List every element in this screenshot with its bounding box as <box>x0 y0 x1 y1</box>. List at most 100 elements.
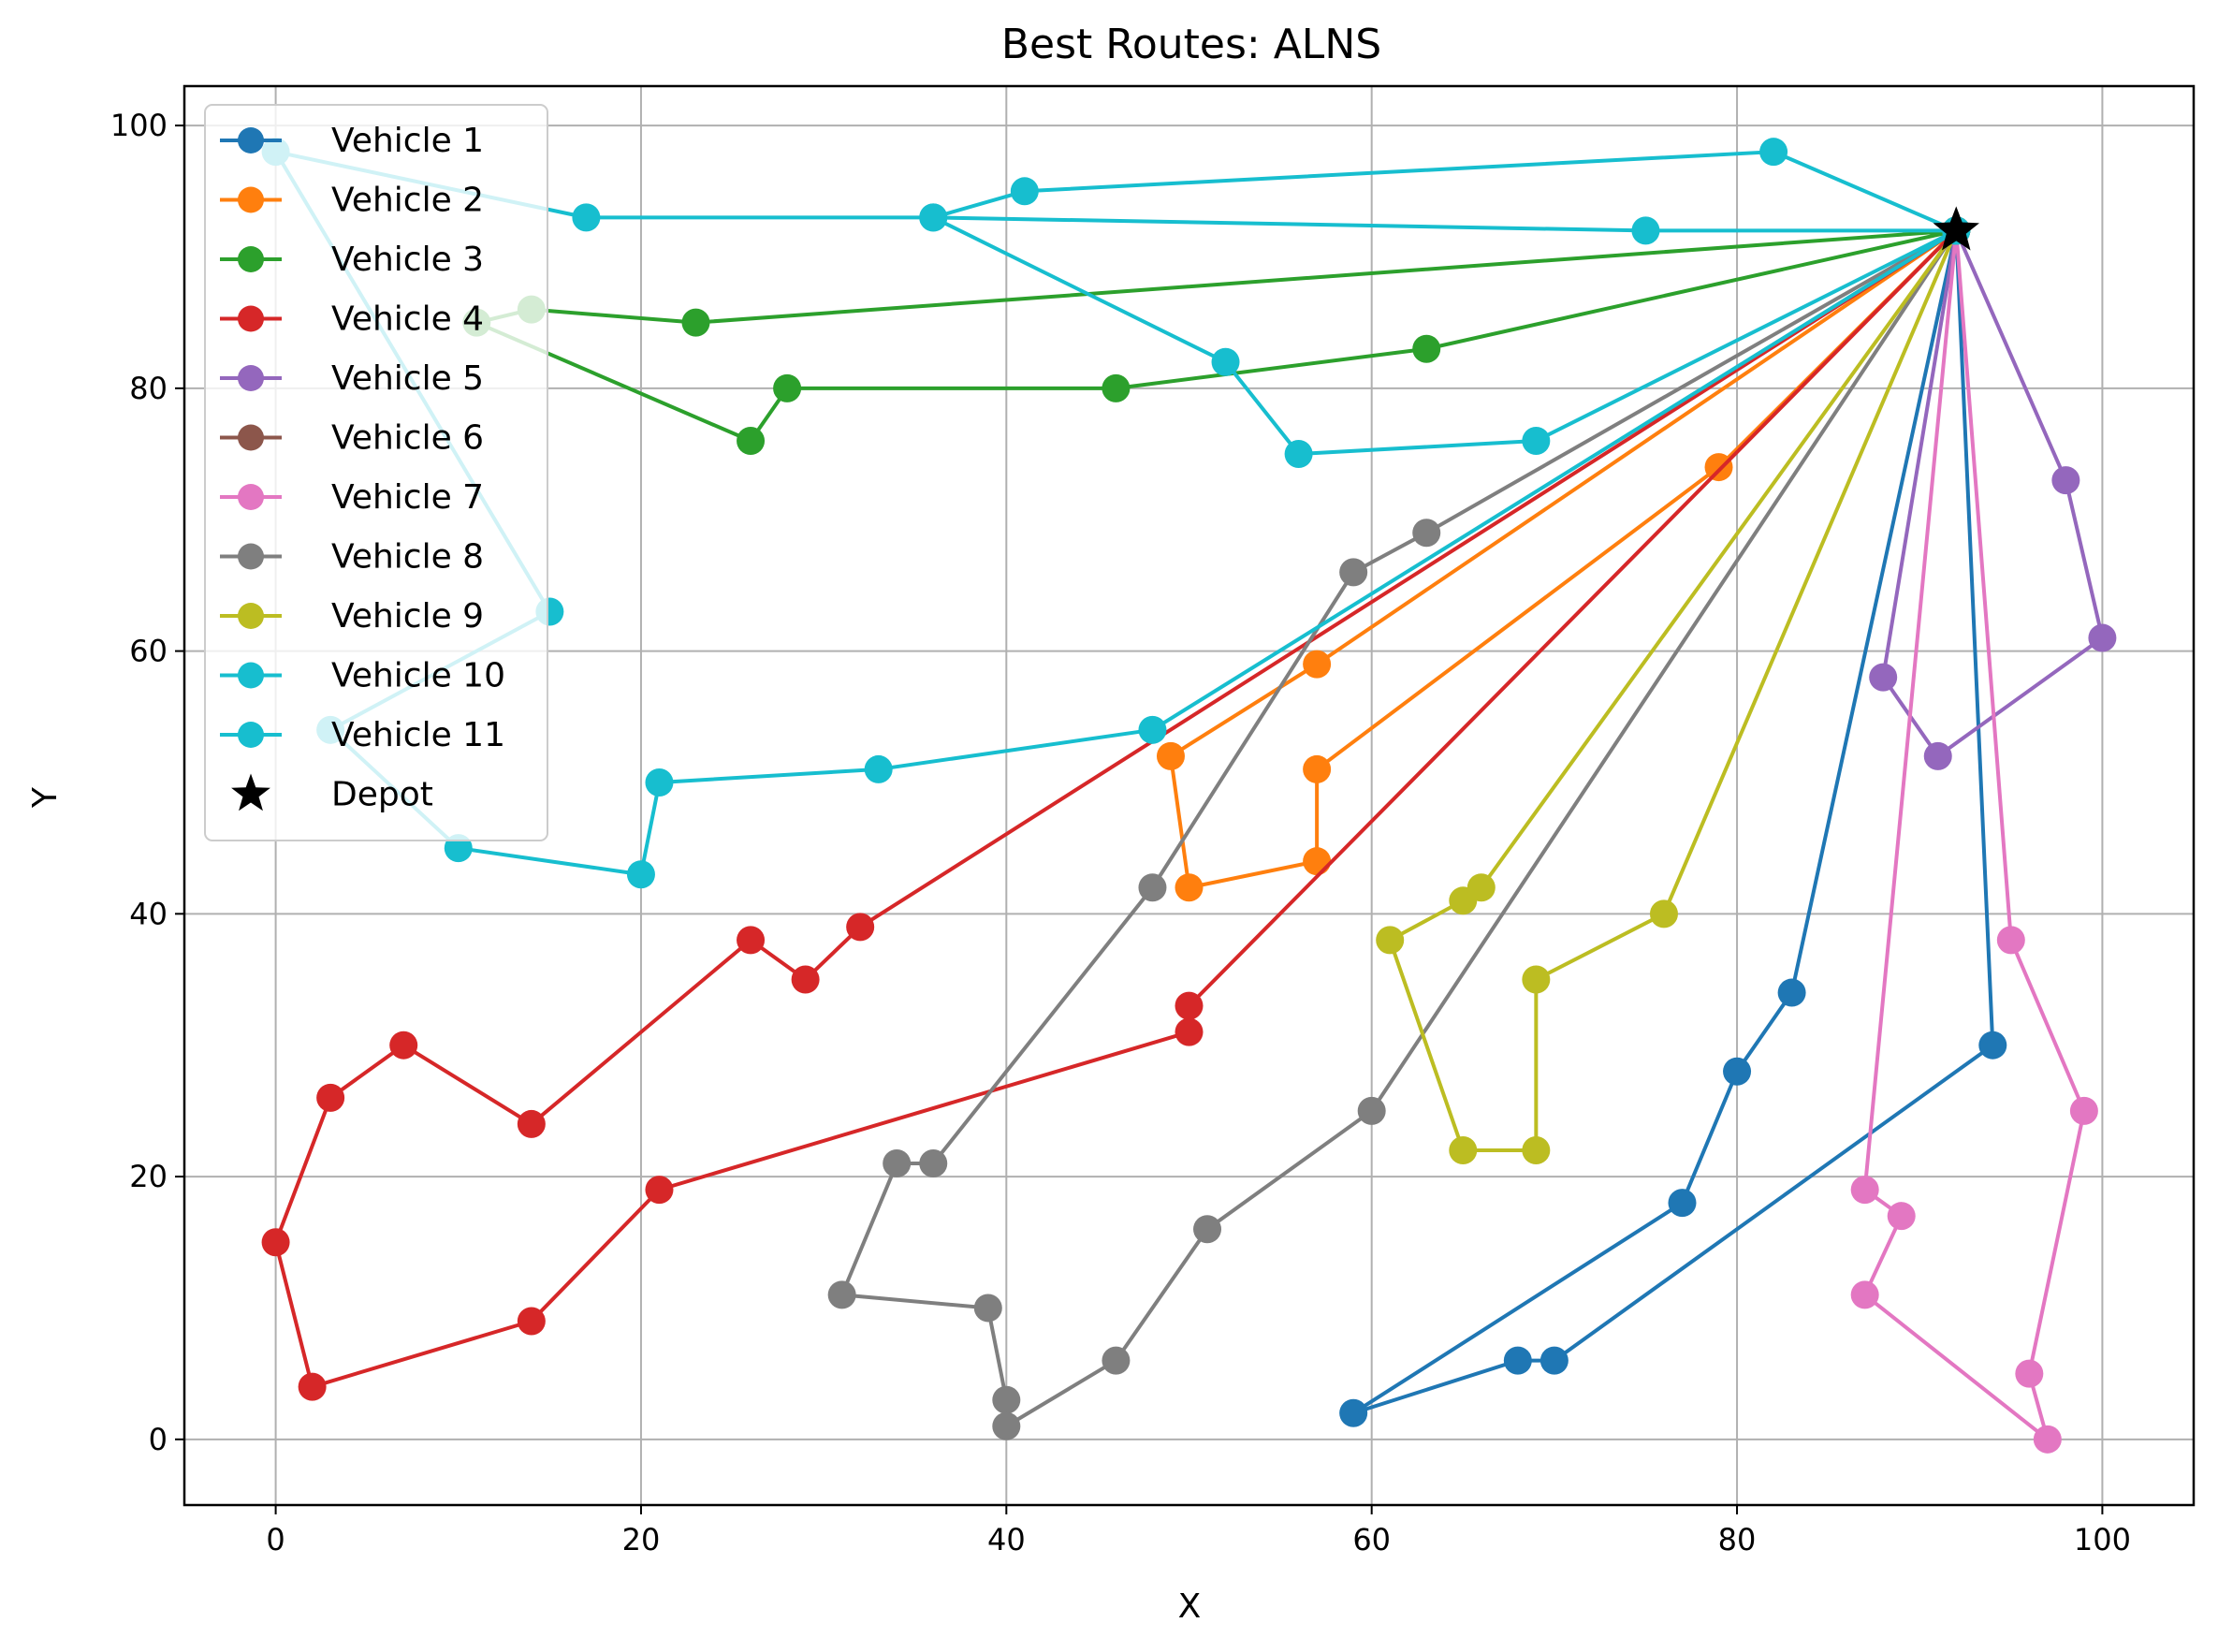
y-axis-label: Y <box>26 786 65 809</box>
y-tick-label: 100 <box>110 108 168 143</box>
route-point <box>1175 1017 1204 1046</box>
depot-markers <box>1933 206 1979 251</box>
legend-label: Vehicle 7 <box>331 478 484 517</box>
route-point <box>1303 754 1332 783</box>
route-line <box>1168 228 1958 890</box>
y-tick-label: 20 <box>129 1159 168 1194</box>
legend-label: Vehicle 1 <box>331 122 484 160</box>
legend-star-icon <box>231 773 270 811</box>
route-point <box>1723 1057 1752 1086</box>
legend-label: Vehicle 11 <box>331 716 505 754</box>
route-point <box>1539 1346 1569 1375</box>
route-point <box>919 203 948 232</box>
x-tick-label: 100 <box>2074 1522 2131 1557</box>
legend-marker <box>238 186 264 213</box>
route-point <box>883 1149 912 1178</box>
route-point <box>992 1385 1021 1414</box>
route-point <box>864 754 893 783</box>
legend-label: Depot <box>331 776 433 814</box>
route-point <box>1449 1136 1478 1164</box>
route-point <box>1376 926 1405 955</box>
route-point <box>1156 741 1185 770</box>
route-point <box>1339 558 1368 587</box>
route-point <box>1978 1031 2007 1060</box>
route-point <box>316 1083 345 1112</box>
legend-marker <box>238 365 264 391</box>
legend-entry-vehicle-11: Vehicle 11 <box>220 716 505 754</box>
x-tick-label: 40 <box>987 1522 1026 1557</box>
legend-entry-vehicle-7: Vehicle 7 <box>220 478 484 517</box>
route-point <box>517 1307 546 1336</box>
x-axis-label: X <box>1178 1587 1202 1626</box>
legend-marker <box>238 543 264 570</box>
legend-marker <box>238 127 264 154</box>
route-point <box>1777 978 1806 1007</box>
route-point <box>827 1280 856 1309</box>
route-point <box>1869 663 1898 692</box>
route-point <box>1996 926 2025 955</box>
route-line <box>931 150 1958 457</box>
y-tick-label: 60 <box>129 634 168 669</box>
route-point <box>389 1031 418 1060</box>
legend-marker <box>238 484 264 510</box>
route-point <box>1102 1346 1131 1375</box>
x-tick-label: 60 <box>1352 1522 1391 1557</box>
route-point <box>973 1294 1002 1323</box>
route-point <box>1522 427 1551 455</box>
route-point <box>1138 715 1167 744</box>
legend-entry-vehicle-3: Vehicle 3 <box>220 241 484 279</box>
route-point <box>1175 991 1204 1020</box>
route-point <box>919 1149 948 1178</box>
route-point <box>1211 347 1240 376</box>
axis-ticks: 0 20 40 60 80 100 0 20 40 60 80 100 <box>110 108 2131 1557</box>
legend-entry-vehicle-6: Vehicle 6 <box>220 419 484 458</box>
legend-marker <box>238 424 264 451</box>
route-point <box>2088 623 2117 652</box>
legend-entry-vehicle-9: Vehicle 9 <box>220 597 484 636</box>
legend-entry-vehicle-2: Vehicle 2 <box>220 182 484 220</box>
grid <box>184 86 2194 1505</box>
route-point <box>737 926 766 955</box>
legend-marker <box>238 603 264 629</box>
route-point <box>1138 873 1167 902</box>
legend: Vehicle 1 Vehicle 2 Vehicle 3 Vehicle 4 Vehi… <box>204 104 548 841</box>
route-point <box>1010 177 1039 206</box>
route-point <box>1284 440 1313 469</box>
route-point <box>261 1228 290 1257</box>
route-point <box>1631 216 1660 245</box>
route-point <box>1668 1189 1697 1218</box>
legend-marker <box>238 722 264 748</box>
route-point <box>2051 466 2080 495</box>
route-point <box>992 1411 1021 1440</box>
route-point <box>1303 847 1332 876</box>
depot-star <box>1933 206 1979 251</box>
route-point <box>2069 1096 2098 1125</box>
route-point <box>1175 873 1204 902</box>
legend-label: Vehicle 9 <box>331 597 484 636</box>
route-point <box>846 913 875 942</box>
route-point <box>1467 873 1496 902</box>
x-tick-label: 80 <box>1718 1522 1757 1557</box>
legend-entry-vehicle-5: Vehicle 5 <box>220 359 484 398</box>
plot-border <box>182 84 2196 1507</box>
route-point <box>645 768 674 797</box>
legend-label: Vehicle 8 <box>331 538 484 577</box>
route-point <box>1649 899 1678 928</box>
route-point <box>737 427 766 455</box>
legend-label: Vehicle 6 <box>331 419 484 458</box>
x-tick-label: 0 <box>266 1522 285 1557</box>
y-tick-label: 80 <box>129 371 168 406</box>
route-point <box>1102 373 1131 402</box>
route-point <box>626 860 655 889</box>
route-point <box>1704 453 1733 482</box>
route-point <box>1412 334 1441 363</box>
legend-label: Vehicle 3 <box>331 241 484 279</box>
route-point <box>1503 1346 1532 1375</box>
legend-label: Vehicle 2 <box>331 182 484 220</box>
legend-label: Vehicle 4 <box>331 300 484 339</box>
route-point <box>791 965 820 994</box>
route-point <box>298 1372 327 1401</box>
route-point <box>1522 965 1551 994</box>
y-tick-label: 0 <box>149 1422 168 1457</box>
